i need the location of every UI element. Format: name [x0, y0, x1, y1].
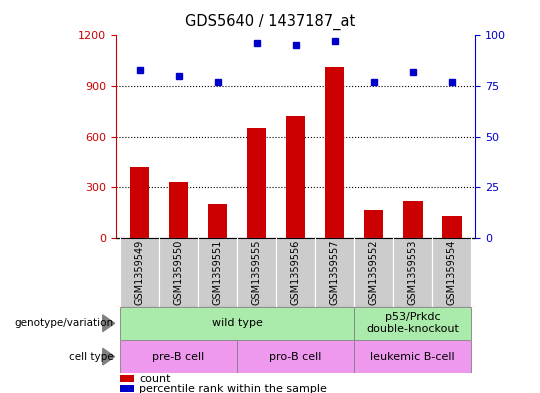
- Bar: [354, 340, 471, 373]
- Bar: [120, 385, 134, 392]
- Bar: [354, 238, 393, 307]
- Bar: [130, 167, 149, 238]
- Bar: [237, 238, 276, 307]
- Bar: [247, 128, 266, 238]
- Bar: [208, 204, 227, 238]
- Bar: [237, 340, 354, 373]
- Text: leukemic B-cell: leukemic B-cell: [370, 352, 455, 362]
- Text: pro-B cell: pro-B cell: [269, 352, 322, 362]
- Text: percentile rank within the sample: percentile rank within the sample: [139, 384, 327, 393]
- Bar: [120, 340, 237, 373]
- Bar: [159, 238, 198, 307]
- Text: GSM1359555: GSM1359555: [252, 240, 261, 305]
- Bar: [315, 238, 354, 307]
- Polygon shape: [103, 315, 114, 332]
- Bar: [325, 68, 345, 238]
- Bar: [120, 307, 354, 340]
- Text: cell type: cell type: [69, 352, 113, 362]
- Text: GSM1359554: GSM1359554: [447, 240, 457, 305]
- Text: count: count: [139, 374, 171, 384]
- Bar: [354, 307, 471, 340]
- Bar: [286, 116, 306, 238]
- Text: GSM1359557: GSM1359557: [330, 240, 340, 305]
- Bar: [403, 201, 422, 238]
- Text: GDS5640 / 1437187_at: GDS5640 / 1437187_at: [185, 14, 355, 30]
- Text: wild type: wild type: [212, 318, 262, 328]
- Bar: [120, 375, 134, 382]
- Text: GSM1359551: GSM1359551: [213, 240, 222, 305]
- Text: genotype/variation: genotype/variation: [14, 318, 113, 328]
- Bar: [442, 216, 462, 238]
- Text: GSM1359550: GSM1359550: [173, 240, 184, 305]
- Text: GSM1359552: GSM1359552: [369, 240, 379, 305]
- Bar: [364, 210, 383, 238]
- Text: GSM1359549: GSM1359549: [134, 240, 145, 305]
- Text: GSM1359556: GSM1359556: [291, 240, 301, 305]
- Polygon shape: [103, 348, 114, 365]
- Text: pre-B cell: pre-B cell: [152, 352, 205, 362]
- Bar: [120, 238, 159, 307]
- Bar: [198, 238, 237, 307]
- Text: GSM1359553: GSM1359553: [408, 240, 418, 305]
- Bar: [432, 238, 471, 307]
- Bar: [169, 182, 188, 238]
- Text: p53/Prkdc
double-knockout: p53/Prkdc double-knockout: [366, 312, 459, 334]
- Bar: [393, 238, 432, 307]
- Bar: [276, 238, 315, 307]
